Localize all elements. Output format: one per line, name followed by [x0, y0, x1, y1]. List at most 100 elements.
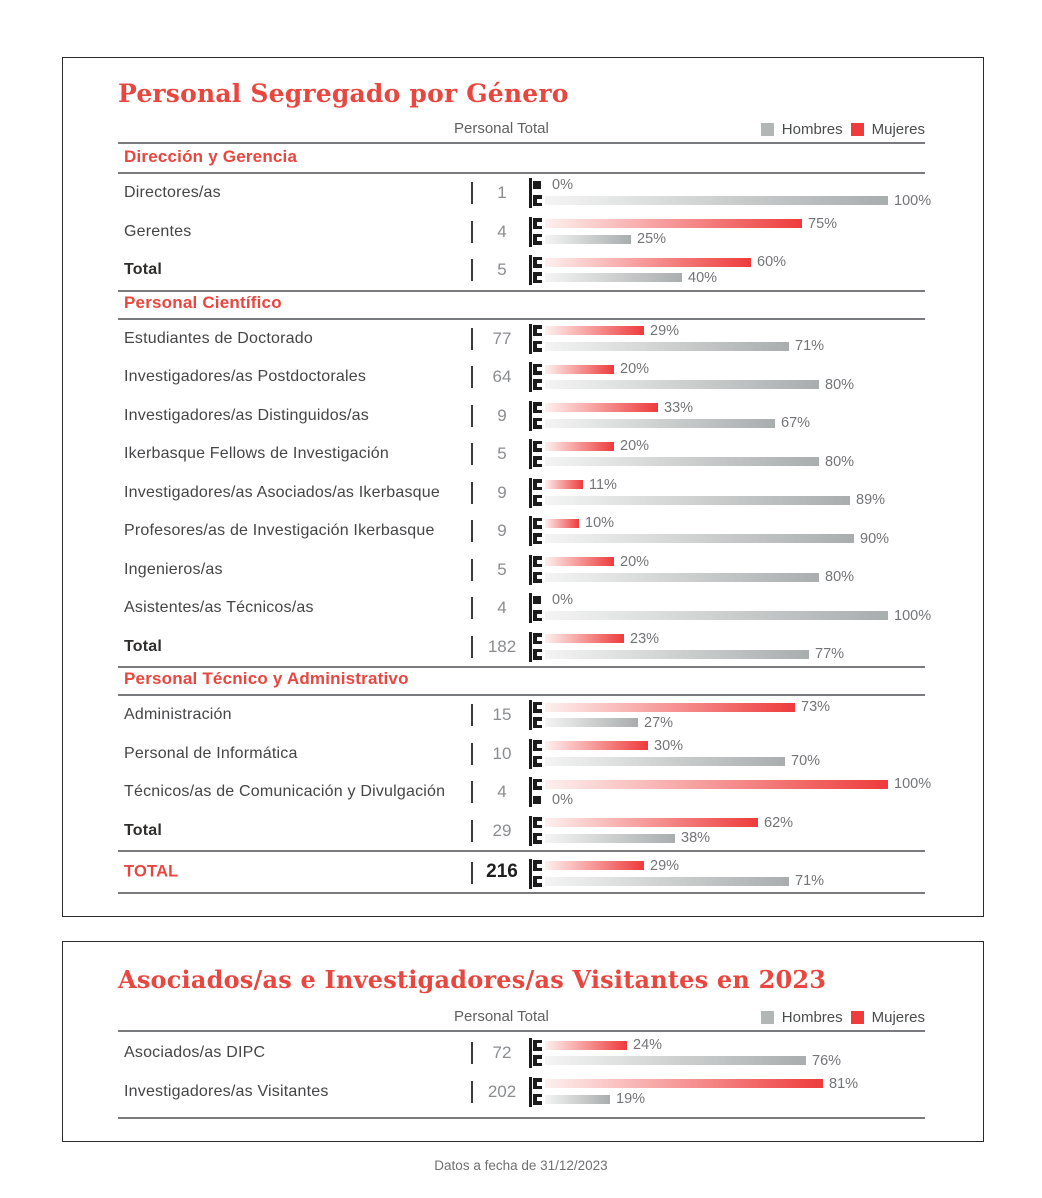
- row-label: Investigadores/as Visitantes: [124, 1082, 329, 1100]
- percent-label: 29%: [650, 857, 680, 874]
- bar-group: 11% 89%: [529, 474, 925, 513]
- mujeres-bar: 11%: [533, 476, 617, 493]
- bar-group: 62% 38%: [529, 812, 925, 851]
- row-label: Profesores/as de Investigación Ikerbasqu…: [124, 522, 435, 540]
- hombres-swatch-icon: [760, 123, 774, 136]
- percent-label: 70%: [791, 753, 821, 769]
- bar-fill: [545, 380, 819, 389]
- percent-label: 89%: [856, 492, 886, 508]
- table-section: Personal Técnico y Administrativo Adminis…: [118, 668, 931, 852]
- table-row: Investigadores/as Visitantes 202 81% 19%: [118, 1073, 925, 1112]
- bar-cap-icon: [533, 340, 542, 352]
- hombres-bar: 89%: [533, 492, 886, 508]
- bar-fill: [545, 818, 758, 827]
- bar-group: 73% 27%: [529, 696, 925, 735]
- total-tick: [471, 259, 473, 281]
- mujeres-bar: 29%: [533, 323, 679, 339]
- percent-label: 24%: [633, 1037, 663, 1053]
- percent-label: 30%: [654, 737, 684, 754]
- percent-label: 80%: [825, 569, 855, 585]
- table-row: Total 182 23% 77%: [118, 628, 925, 667]
- bar-cap-icon: [533, 1039, 542, 1051]
- bar-group: 0% 100%: [529, 174, 931, 213]
- table-row: Administración 15 73% 27%: [118, 696, 925, 735]
- bar-fill: [545, 634, 624, 643]
- row-total-value: 64: [492, 367, 512, 387]
- percent-label: 100%: [894, 776, 932, 792]
- bar-fill: [545, 1040, 627, 1050]
- percent-label: 77%: [815, 646, 845, 662]
- percent-label: 90%: [860, 530, 890, 547]
- row-total-value: 202: [487, 1081, 517, 1101]
- bar-axis: [529, 1076, 532, 1107]
- mujeres-bar: 81%: [533, 1076, 858, 1092]
- mujeres-bar: 20%: [533, 438, 649, 454]
- total-tick: [471, 443, 473, 465]
- bar-fill: [545, 403, 658, 412]
- mujeres-bar: 23%: [533, 631, 659, 647]
- bar-fill: [545, 441, 614, 451]
- bar-cap-icon: [533, 440, 542, 452]
- bar-fill: [545, 219, 802, 228]
- row-label: TOTAL: [124, 862, 179, 881]
- panel-title: Personal Segregado por Género: [118, 79, 569, 108]
- mujeres-bar: 30%: [533, 737, 684, 754]
- table-row: Investigadores/as Asociados/as Ikerbasqu…: [118, 474, 925, 513]
- bar-axis: [529, 700, 532, 730]
- row-total-value: 77: [492, 328, 512, 348]
- percent-label: 25%: [637, 231, 667, 247]
- bar-group: 23% 77%: [529, 628, 925, 667]
- bar-cap-icon: [533, 701, 542, 713]
- bar-cap-icon: [533, 1093, 542, 1105]
- percent-label: 75%: [808, 215, 838, 232]
- mujeres-swatch-icon: [850, 123, 864, 136]
- section-header: Personal Científico: [118, 292, 925, 320]
- bar-group: 20% 80%: [529, 358, 925, 397]
- bar-fill: [545, 480, 583, 489]
- percent-label: 38%: [681, 830, 711, 846]
- percent-label: 76%: [812, 1052, 842, 1069]
- bar-fill: [545, 257, 751, 267]
- table-row: Asociados/as DIPC 72 24% 76%: [118, 1034, 925, 1073]
- bar-fill: [545, 1056, 806, 1065]
- bar-cap-icon: [533, 181, 541, 189]
- table-row: Investigadores/as Postdoctorales 64 20% …: [118, 358, 925, 397]
- table-row: Investigadores/as Distinguidos/as 9 33% …: [118, 397, 925, 436]
- bar-axis: [529, 593, 532, 623]
- hombres-bar: 100%: [533, 608, 931, 624]
- row-total-value: 4: [497, 221, 507, 241]
- row-total-value: 9: [497, 521, 507, 541]
- bar-axis: [529, 439, 532, 469]
- percent-label: 71%: [795, 873, 825, 889]
- section-header: Dirección y Gerencia: [118, 146, 925, 174]
- bar-fill: [545, 457, 819, 466]
- bar-cap-icon: [533, 717, 542, 728]
- bar-fill: [545, 779, 888, 789]
- bar-fill: [545, 649, 809, 659]
- bar-axis: [529, 516, 532, 546]
- row-total-value: 182: [487, 636, 517, 656]
- percent-label: 0%: [552, 592, 573, 608]
- hombres-bar: 80%: [533, 454, 854, 470]
- percent-label: 11%: [589, 476, 617, 493]
- row-label: Ingenieros/as: [124, 560, 223, 578]
- bar-axis: [529, 323, 532, 354]
- row-label: Administración: [124, 706, 232, 724]
- percent-label: 19%: [616, 1091, 646, 1107]
- row-label: Investigadores/as Postdoctorales: [124, 368, 367, 386]
- row-label: Gerentes: [124, 222, 192, 240]
- total-tick: [471, 182, 473, 204]
- bar-fill: [545, 876, 789, 886]
- percent-label: 10%: [585, 515, 615, 531]
- legend-hombres-label: Hombres: [781, 1009, 843, 1026]
- bar-cap-icon: [533, 479, 542, 490]
- personal-total-column-header: Personal Total: [454, 120, 549, 137]
- bar-axis: [529, 255, 532, 285]
- bar-group: 75% 25%: [529, 213, 925, 252]
- bar-group: 29% 71%: [529, 320, 925, 359]
- bar-cap-icon: [533, 256, 542, 268]
- bar-fill: [545, 273, 682, 282]
- total-tick: [471, 220, 473, 243]
- bar-cap-icon: [533, 556, 542, 567]
- bar-cap-icon: [533, 875, 542, 887]
